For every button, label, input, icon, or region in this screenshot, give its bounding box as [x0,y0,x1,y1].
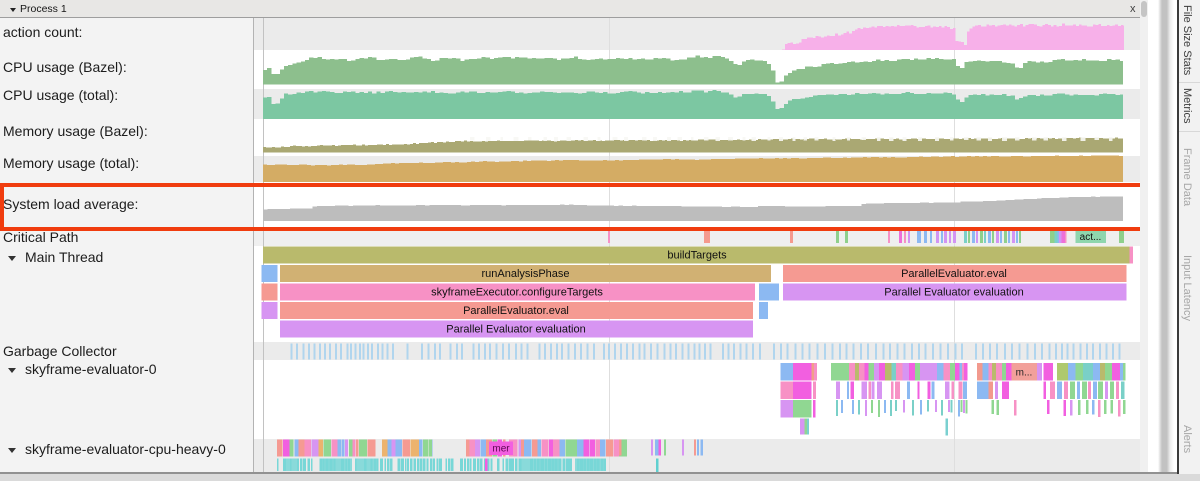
svg-text:m...: m... [1016,367,1033,378]
svg-text:ParallelEvaluator.eval: ParallelEvaluator.eval [901,268,1007,280]
svg-text:Parallel Evaluator evaluation: Parallel Evaluator evaluation [884,287,1023,299]
svg-text:buildTargets: buildTargets [667,250,727,262]
svg-text:act...: act... [1080,232,1102,243]
svg-text:runAnalysisPhase: runAnalysisPhase [481,268,569,280]
svg-text:Parallel Evaluator evaluation: Parallel Evaluator evaluation [446,324,585,336]
svg-text:mer: mer [492,444,510,455]
svg-text:skyframeExecutor.configureTarg: skyframeExecutor.configureTargets [431,287,603,299]
svg-text:ParallelEvaluator.eval: ParallelEvaluator.eval [463,305,569,317]
